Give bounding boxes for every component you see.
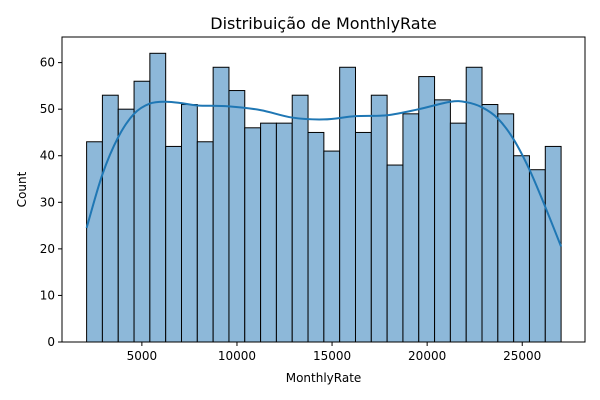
x-tick-label-10000: 10000 bbox=[218, 349, 256, 363]
y-tick-label-30: 30 bbox=[40, 195, 55, 209]
histogram-bar-1 bbox=[86, 141, 103, 343]
y-axis-label: Count bbox=[15, 171, 29, 207]
histogram-bar-17 bbox=[339, 66, 356, 343]
y-tick-label-0: 0 bbox=[47, 335, 55, 349]
histogram-bar-2 bbox=[101, 94, 119, 343]
histogram-bar-14 bbox=[291, 94, 309, 343]
y-axis-ticks: 0 10 20 30 40 50 60 bbox=[40, 56, 62, 349]
x-tick-label-5000: 5000 bbox=[127, 349, 158, 363]
histogram-bar-21 bbox=[402, 113, 420, 343]
histogram-bar-15 bbox=[307, 131, 325, 343]
histogram-bar-27 bbox=[497, 113, 515, 343]
histogram-bar-12 bbox=[260, 122, 277, 343]
histogram-bar-30 bbox=[544, 145, 562, 343]
y-tick-label-10: 10 bbox=[40, 288, 55, 302]
histogram-bar-20 bbox=[386, 164, 404, 343]
histogram-bar-22 bbox=[418, 76, 436, 343]
y-tick-label-60: 60 bbox=[40, 56, 55, 70]
histogram-bar-3 bbox=[117, 108, 135, 343]
y-tick-label-50: 50 bbox=[40, 102, 55, 116]
histogram-bar-26 bbox=[481, 104, 499, 343]
x-tick-label-20000: 20000 bbox=[408, 349, 446, 363]
histogram-bar-16 bbox=[323, 150, 341, 343]
chart-title: Distribuição de MonthlyRate bbox=[210, 14, 436, 33]
x-axis-ticks: 5000 10000 15000 20000 25000 bbox=[127, 342, 541, 363]
y-tick-label-40: 40 bbox=[40, 149, 55, 163]
x-tick-label-25000: 25000 bbox=[503, 349, 541, 363]
histogram-bar-11 bbox=[244, 127, 262, 343]
histogram-bar-13 bbox=[275, 122, 293, 343]
histogram-bar-4 bbox=[133, 80, 151, 343]
histogram-bar-24 bbox=[449, 122, 467, 343]
x-axis-label: MonthlyRate bbox=[286, 371, 362, 385]
histogram-bar-19 bbox=[370, 94, 388, 343]
x-tick-label-15000: 15000 bbox=[313, 349, 351, 363]
histogram-bar-18 bbox=[354, 131, 372, 343]
histogram-bar-25 bbox=[465, 66, 483, 343]
y-tick-label-20: 20 bbox=[40, 242, 55, 256]
histogram-bar-5 bbox=[149, 52, 167, 343]
plot-frame bbox=[61, 36, 586, 343]
histogram-bar-7 bbox=[181, 104, 198, 343]
histogram-bar-9 bbox=[212, 66, 230, 343]
histogram-bar-29 bbox=[528, 169, 546, 343]
histogram-bar-10 bbox=[228, 90, 246, 343]
kde-curve bbox=[85, 100, 563, 247]
histogram-bar-28 bbox=[513, 155, 530, 343]
histogram-bars bbox=[86, 52, 562, 343]
histogram-bar-6 bbox=[165, 145, 183, 343]
histogram-bar-8 bbox=[196, 141, 214, 343]
histogram-bar-23 bbox=[434, 99, 451, 343]
